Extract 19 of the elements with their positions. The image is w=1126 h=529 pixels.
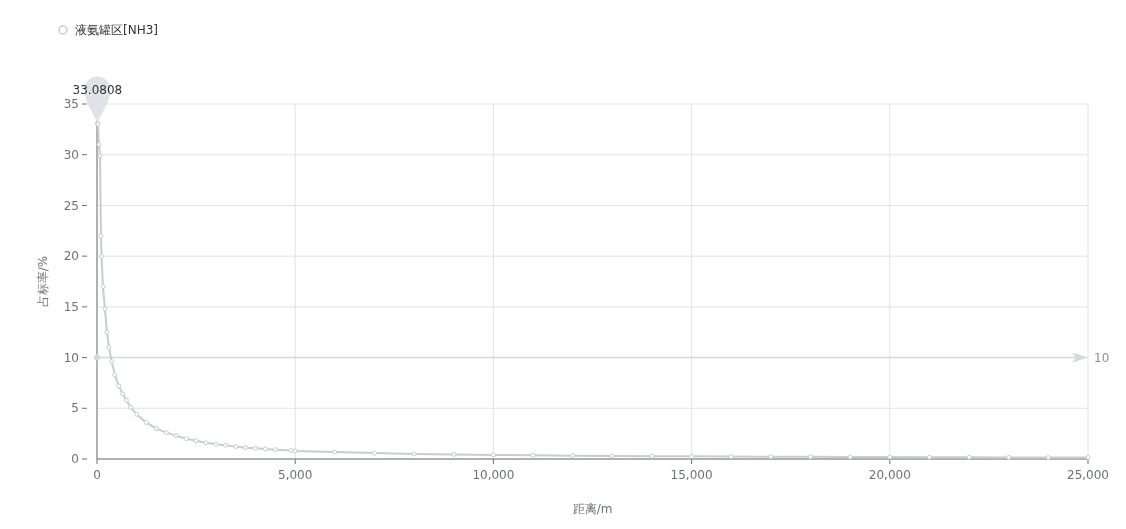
y-tick-label: 0 <box>71 452 79 467</box>
y-axis-title: 占标率/% <box>36 255 50 308</box>
x-axis-title: 距离/m <box>572 502 613 516</box>
y-tick-label: 25 <box>63 198 79 213</box>
ref-line-label: 10 <box>1094 350 1110 365</box>
x-tick-label: 20,000 <box>868 468 911 482</box>
legend-label: 液氨罐区[NH3] <box>75 23 158 38</box>
x-tick-label: 10,000 <box>472 468 515 482</box>
x-tick-label: 15,000 <box>670 468 713 482</box>
y-tick-label: 15 <box>63 300 79 315</box>
x-tick-label: 5,000 <box>278 468 313 482</box>
y-tick-label: 10 <box>63 350 79 365</box>
x-tick-label: 25,000 <box>1067 468 1109 482</box>
y-tick-label: 35 <box>63 97 79 112</box>
y-tick-label: 30 <box>63 147 79 162</box>
annotation: 33.0808 <box>72 82 123 97</box>
x-tick-label: 0 <box>93 468 101 482</box>
y-tick-label: 5 <box>71 401 79 416</box>
y-tick-label: 20 <box>63 249 79 264</box>
